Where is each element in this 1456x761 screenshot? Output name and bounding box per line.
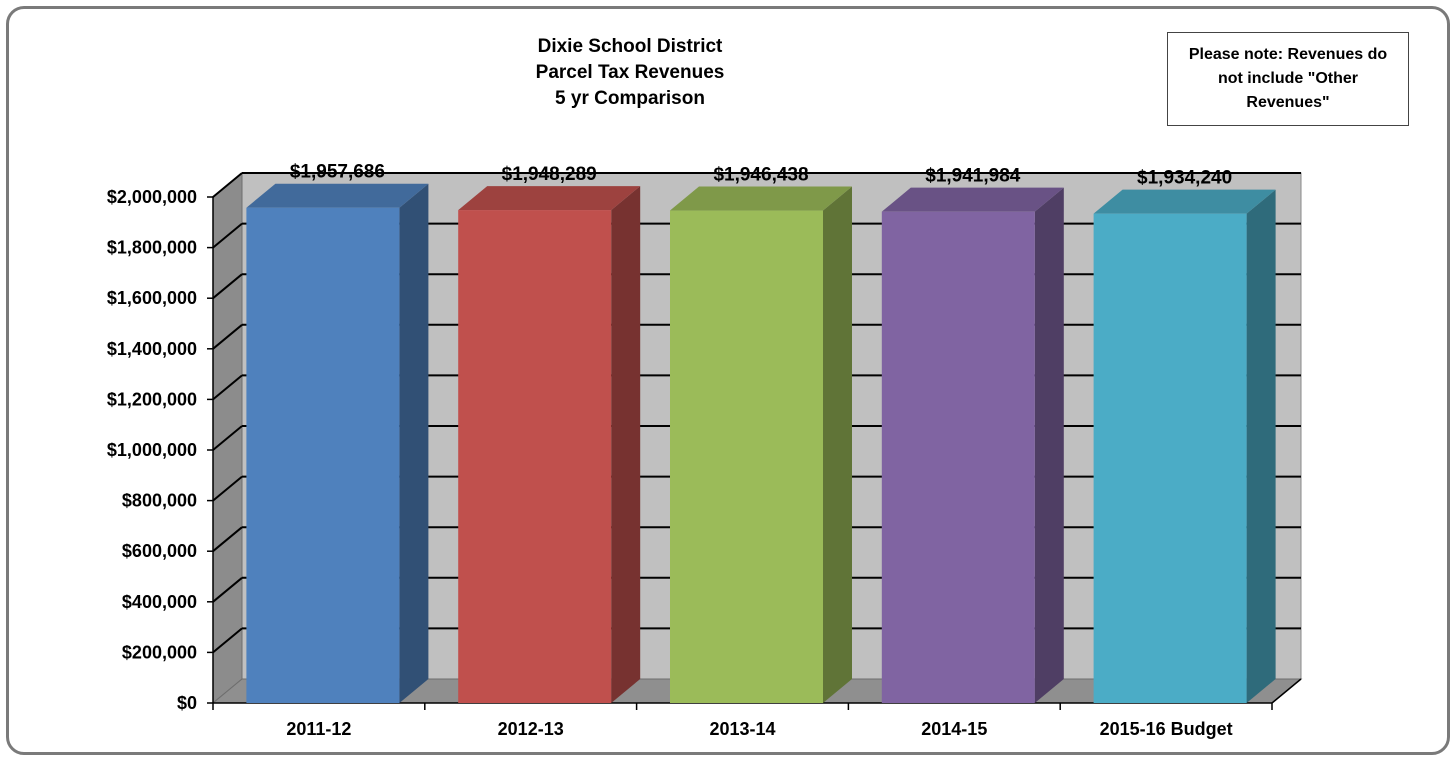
bar-side xyxy=(1034,187,1064,704)
note-text: Please note: Revenues do not include "Ot… xyxy=(1188,46,1388,111)
y-tick-label: $1,000,000 xyxy=(107,440,197,460)
y-tick-label: $1,200,000 xyxy=(107,389,197,409)
y-tick-label: $400,000 xyxy=(122,592,197,612)
y-tick-label: $0 xyxy=(177,693,197,713)
data-label: $1,948,289 xyxy=(502,164,597,185)
bar-side xyxy=(823,186,852,703)
data-label: $1,934,240 xyxy=(1137,168,1232,189)
y-tick-label: $600,000 xyxy=(122,541,197,561)
bar-front xyxy=(1093,213,1247,704)
bar-top xyxy=(881,187,1064,212)
gridline-side xyxy=(212,425,243,451)
x-tick-label: 2011-12 xyxy=(286,719,351,739)
y-tick-label: $1,600,000 xyxy=(107,288,197,308)
chart-title: Dixie School District Parcel Tax Revenue… xyxy=(536,36,725,109)
bar-2013-14 xyxy=(670,186,852,703)
x-tick-label: 2013-14 xyxy=(709,719,775,739)
y-tick-label: $200,000 xyxy=(122,642,197,662)
bar-front xyxy=(670,210,823,703)
bar-top xyxy=(246,183,429,208)
gridline-side xyxy=(212,172,243,198)
x-axis-depth-line xyxy=(1271,678,1302,704)
bar-front xyxy=(458,210,612,703)
y-tick-label: $800,000 xyxy=(122,491,197,511)
x-tick-labels: 2011-12 2012-13 2013-14 2014-15 2015-16 Budg… xyxy=(286,719,1232,739)
bar-top xyxy=(670,186,852,211)
gridline-side xyxy=(212,324,243,350)
chart-title-line-3: 5 yr Comparison xyxy=(555,88,705,109)
y-tick-labels: $0 $200,000 $400,000 $600,000 $800,000 $1,000… xyxy=(107,187,197,713)
gridline-side xyxy=(212,526,243,552)
bar-front xyxy=(246,207,400,703)
bar-side xyxy=(1246,189,1276,704)
chart-title-line-1: Dixie School District xyxy=(538,36,723,57)
data-label: $1,957,686 xyxy=(290,162,385,183)
y-tick-label: $1,400,000 xyxy=(107,339,197,359)
data-label: $1,941,984 xyxy=(925,166,1021,187)
x-tick-label: 2014-15 xyxy=(921,719,987,739)
data-label: $1,946,438 xyxy=(713,165,808,186)
data-labels: $1,957,686 $1,948,289 $1,946,438 $1,941,984… xyxy=(290,162,1232,189)
bar-top xyxy=(1093,189,1276,214)
bar-2014-15 xyxy=(881,187,1064,704)
bars xyxy=(246,183,1276,704)
gridline-side xyxy=(212,627,243,654)
y-tick-label: $2,000,000 xyxy=(107,187,197,207)
gridline-side xyxy=(212,577,243,603)
bar-side xyxy=(399,183,429,703)
note-box: Please note: Revenues do not include "Ot… xyxy=(1167,32,1409,126)
gridline-side xyxy=(212,273,243,299)
y-tick-label: $1,800,000 xyxy=(107,238,197,258)
gridline-side xyxy=(212,475,243,502)
bar-2015-16 Budget xyxy=(1093,189,1276,704)
x-tick-label: 2012-13 xyxy=(498,719,564,739)
gridline-side xyxy=(212,222,243,249)
gridline-side xyxy=(212,374,243,401)
bar-side xyxy=(611,186,641,703)
bar-2012-13 xyxy=(458,186,641,703)
bar-top xyxy=(458,186,641,211)
bar-2011-12 xyxy=(246,183,429,703)
x-tick-label: 2015-16 Budget xyxy=(1100,719,1233,739)
bar-front xyxy=(881,211,1035,704)
chart-title-line-2: Parcel Tax Revenues xyxy=(536,62,725,83)
